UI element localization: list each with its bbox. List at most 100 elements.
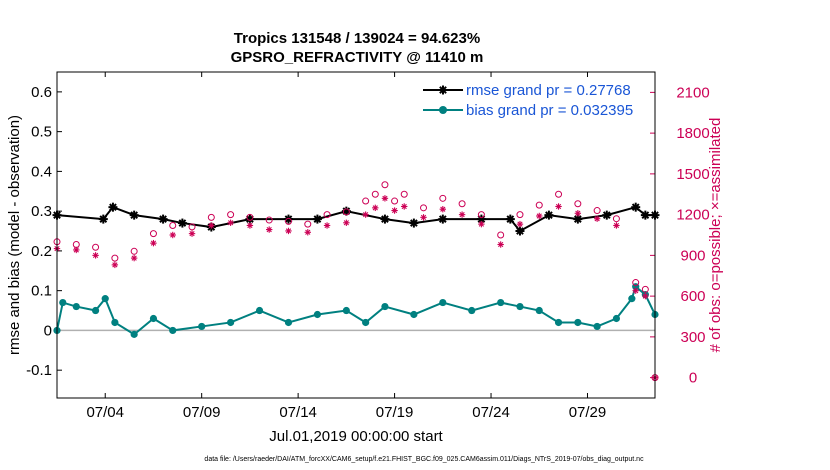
data-point [149,314,158,323]
data-point [304,220,312,228]
data-point [640,210,650,220]
data-point [130,254,138,262]
data-point [92,243,100,251]
data-point [91,306,100,315]
data-point [323,211,331,219]
x-tick-label: 07/04 [86,404,124,421]
data-point [612,314,621,323]
y-axis-label-left: rmse and bias (model - observation) [6,115,23,355]
legend-rmse-asterisk [438,85,448,95]
data-point [255,306,264,315]
data-point [169,231,176,239]
y-tick-label: 0.3 [31,203,52,220]
data-point [438,214,448,224]
y-tick-label: 0.5 [31,124,52,141]
series-layer [52,181,660,382]
data-point [285,227,292,235]
data-point [371,190,379,198]
data-point [613,222,620,229]
y-ticks-right: 0 300 600 900 1200 1500 1800 2100 [650,84,710,387]
x-ticks: 07/04 07/09 07/14 07/19 07/24 07/29 [86,72,606,421]
data-point [409,218,419,228]
legend-rmse-marker [438,85,448,95]
data-point [612,215,620,223]
data-point [439,205,447,213]
data-point [207,213,215,221]
data-point [59,298,67,307]
x-axis-label: Jul.01,2019 00:00:00 start [269,428,443,445]
data-point [380,214,390,224]
data-point [312,214,322,224]
data-point [342,306,350,315]
data-point [555,190,563,198]
y-right-tick-label: 1500 [676,166,709,183]
plot-frame [56,71,656,399]
x-tick-label: 07/24 [472,404,510,421]
data-point [130,330,138,338]
chart-title-line-2: GPSRO_REFRACTIVITY @ 11410 m [231,49,484,66]
data-point [381,302,389,311]
data-point [150,239,157,247]
data-point [362,197,370,205]
data-point [343,219,350,226]
y-ticks-left: -0.1 0 0.1 0.2 0.3 0.4 0.5 0.6 [26,84,62,379]
data-point [92,252,99,259]
data-point [458,200,466,208]
data-point [439,194,447,202]
y-axis-label-right: # of obs: o=possible; ×=assimilated [707,118,724,353]
data-point [497,241,504,248]
data-point [342,208,350,216]
data-point [628,295,636,303]
legend: rmse grand pr = 0.27768 bias grand pr = … [423,82,633,119]
data-point [158,214,168,224]
data-point [169,326,177,335]
data-point [593,207,601,215]
data-point [497,298,505,307]
data-point [149,230,157,238]
data-point [246,222,254,229]
data-point [631,202,641,212]
data-point [227,211,235,219]
data-point [497,231,505,239]
data-point [468,306,476,315]
data-point [227,219,234,226]
data-point [410,310,418,319]
data-point [129,210,139,220]
data-point [130,247,138,255]
data-point [284,217,292,225]
data-point [536,212,543,220]
data-point [544,210,554,220]
x-tick-label: 07/14 [279,404,317,421]
data-point [72,302,80,311]
data-point [208,222,215,229]
data-point [283,214,293,224]
data-point [573,214,583,224]
data-point [381,181,389,189]
data-point [641,285,649,293]
data-point [400,190,408,198]
legend-bias-label: bias grand pr = 0.032395 [466,102,633,119]
data-point [198,322,206,331]
data-point [574,318,582,327]
data-point [593,215,601,222]
data-point [381,195,389,202]
x-tick-label: 07/29 [569,404,607,421]
data-point [574,200,582,208]
data-point [477,211,485,219]
data-point [401,203,408,210]
x-tick-label: 07/09 [183,404,221,421]
data-point [265,226,273,233]
y-right-tick-label: 0 [689,370,697,387]
data-point [265,216,273,224]
data-point [555,203,562,210]
data-point [554,318,563,327]
data-point [602,210,612,220]
data-point [593,322,601,331]
data-point [73,246,80,254]
data-point [111,318,119,327]
data-point [439,298,447,307]
y-tick-label: 0.6 [31,84,52,101]
y-tick-label: 0 [44,322,52,339]
y-tick-label: 0.2 [31,243,52,260]
